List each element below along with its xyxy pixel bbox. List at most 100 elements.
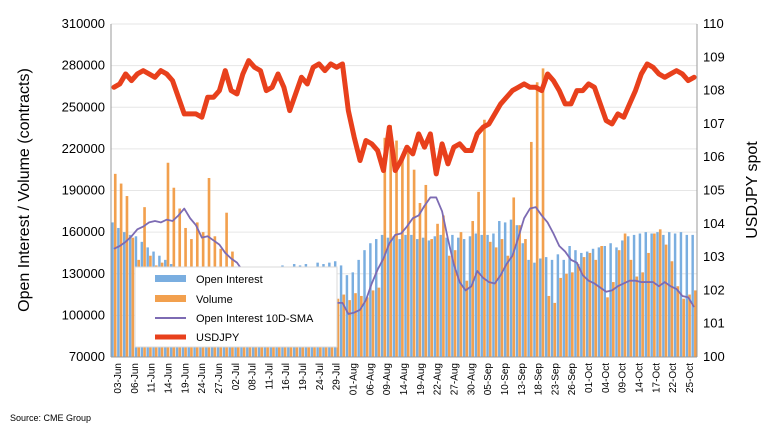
volume-bar (377, 287, 381, 357)
open-interest-bar (111, 222, 114, 357)
volume-bar (612, 282, 615, 357)
volume-bar (688, 294, 691, 357)
open-interest-bar (345, 275, 349, 357)
x-tick-label: 02-Jul (231, 363, 242, 390)
volume-bar (582, 257, 586, 357)
volume-bar (412, 169, 416, 357)
volume-bar (641, 272, 644, 357)
open-interest-bar (374, 239, 378, 357)
x-tick-label: 01-Aug (349, 363, 360, 395)
x-tick-label: 14-Oct (635, 363, 646, 393)
x-tick-label: 01-Oct (584, 363, 595, 393)
left-tick-label: 70000 (69, 349, 105, 364)
open-interest-bar (339, 265, 343, 357)
open-interest-bar (351, 272, 355, 357)
right-tick-label: 106 (703, 149, 725, 164)
x-tick-label: 06-Aug (365, 363, 376, 395)
open-interest-bar (369, 243, 372, 357)
open-interest-bar (621, 240, 624, 357)
open-interest-bar (673, 233, 677, 357)
open-interest-bar (416, 239, 419, 357)
volume-bar (500, 239, 504, 357)
x-tick-label: 26-Sep (567, 363, 578, 396)
volume-bar (682, 298, 685, 357)
left-tick-label: 220000 (62, 141, 105, 156)
x-tick-label: 14-Jun (163, 363, 174, 394)
right-tick-label: 103 (703, 249, 725, 264)
volume-bar (658, 229, 662, 357)
x-tick-label: 09-Oct (618, 363, 629, 393)
open-interest-bar (574, 250, 577, 357)
open-interest-bar (597, 247, 601, 357)
open-interest-bar (591, 248, 595, 357)
open-interest-bar (128, 234, 132, 357)
x-tick-label: 19-Jul (298, 363, 309, 390)
volume-bar (113, 173, 117, 357)
open-interest-bar (515, 225, 519, 357)
volume-bar (395, 140, 398, 357)
right-tick-label: 104 (703, 216, 725, 231)
volume-bar (529, 141, 533, 357)
open-interest-bar (492, 233, 495, 357)
x-tick-label: 16-Jul (281, 363, 292, 390)
volume-bar (653, 233, 656, 357)
x-tick-label: 25-Oct (685, 363, 696, 393)
open-interest-bar (562, 259, 565, 357)
open-interest-bar (380, 234, 384, 357)
open-interest-bar (521, 243, 524, 357)
legend: Open Interest Volume Open Interest 10D-S… (134, 266, 338, 348)
volume-bar (488, 241, 492, 357)
right-axis-tick-labels: 100 101 102 103 104 105 106 107 108 109 110 (703, 16, 725, 364)
volume-bar (342, 294, 346, 357)
legend-label-usdjpy: USDJPY (196, 332, 240, 344)
legend-swatch-volume (155, 295, 186, 302)
open-interest-bar (498, 221, 501, 357)
volume-bar (506, 255, 510, 357)
left-tick-label: 130000 (62, 266, 105, 281)
volume-bar (617, 250, 621, 357)
left-tick-label: 310000 (62, 16, 105, 31)
x-tick-label: 30-Aug (466, 363, 477, 395)
open-interest-bar (527, 259, 530, 357)
open-interest-bar (626, 236, 630, 357)
open-interest-bar (427, 240, 431, 357)
volume-bar (477, 191, 480, 357)
volume-bar (518, 225, 521, 357)
volume-bar (424, 184, 428, 357)
open-interest-bar (691, 234, 694, 357)
left-tick-label: 280000 (62, 58, 105, 73)
open-interest-bar (445, 237, 448, 357)
open-interest-bar (451, 234, 454, 357)
x-tick-label: 06-Jun (130, 363, 141, 394)
volume-bar (635, 276, 639, 357)
x-tick-label: 24-Jul (315, 363, 326, 390)
open-interest-bar (398, 239, 401, 357)
volume-bar (524, 239, 527, 357)
left-axis-title: Open Interest / Volume (contracts) (16, 68, 33, 312)
volume-bar (119, 183, 123, 357)
left-tick-label: 250000 (62, 99, 105, 114)
right-tick-label: 110 (703, 16, 724, 31)
volume-bar (430, 239, 434, 357)
open-interest-bar (603, 246, 606, 357)
open-interest-bar (457, 237, 460, 357)
volume-bar (629, 259, 633, 357)
axes (110, 24, 698, 358)
open-interest-bar (533, 262, 536, 357)
volume-bar (664, 244, 668, 357)
open-interest-bar (539, 258, 542, 357)
open-interest-bar (503, 222, 507, 357)
volume-bar (600, 246, 603, 357)
volume-bar (571, 272, 574, 357)
open-interest-bar (468, 236, 472, 357)
volume-bar (348, 300, 351, 357)
volume-bar (365, 297, 369, 357)
volume-bar (670, 261, 674, 357)
volume-bar (453, 250, 457, 357)
open-interest-bar (568, 246, 571, 357)
x-tick-label: 05-Sep (483, 363, 494, 396)
open-interest-bar (386, 237, 390, 357)
open-interest-bar (410, 234, 413, 357)
volume-bar (494, 247, 498, 357)
